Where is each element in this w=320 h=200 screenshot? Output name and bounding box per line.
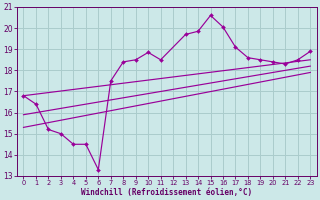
X-axis label: Windchill (Refroidissement éolien,°C): Windchill (Refroidissement éolien,°C) <box>81 188 252 197</box>
